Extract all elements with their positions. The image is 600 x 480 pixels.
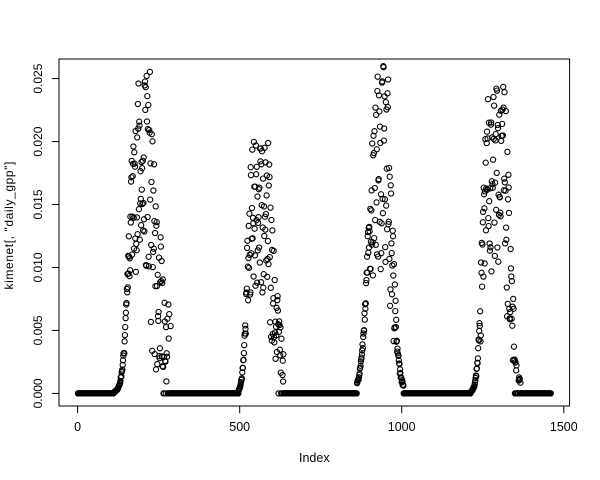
svg-text:0.005: 0.005: [31, 315, 45, 345]
svg-text:0.010: 0.010: [31, 252, 45, 282]
svg-text:0: 0: [74, 420, 81, 434]
svg-text:0.025: 0.025: [31, 63, 45, 93]
svg-text:0.000: 0.000: [31, 378, 45, 408]
svg-text:1000: 1000: [388, 420, 416, 434]
svg-text:Index: Index: [299, 451, 330, 465]
svg-text:0.015: 0.015: [31, 189, 45, 219]
svg-text:500: 500: [229, 420, 250, 434]
svg-text:0.020: 0.020: [31, 126, 45, 156]
svg-text:1500: 1500: [550, 420, 578, 434]
svg-text:kimenet[, "daily_gpp"]: kimenet[, "daily_gpp"]: [2, 161, 16, 289]
